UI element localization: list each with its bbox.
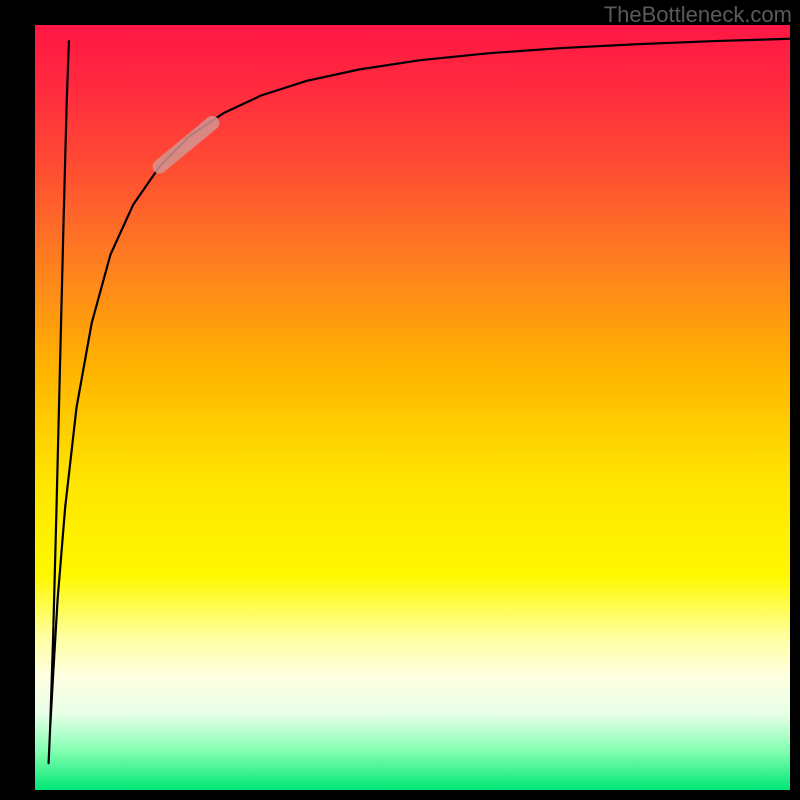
watermark-text: TheBottleneck.com <box>604 2 792 28</box>
gradient-background <box>35 25 790 790</box>
chart-container: TheBottleneck.com <box>0 0 800 800</box>
plot-svg <box>35 25 790 790</box>
